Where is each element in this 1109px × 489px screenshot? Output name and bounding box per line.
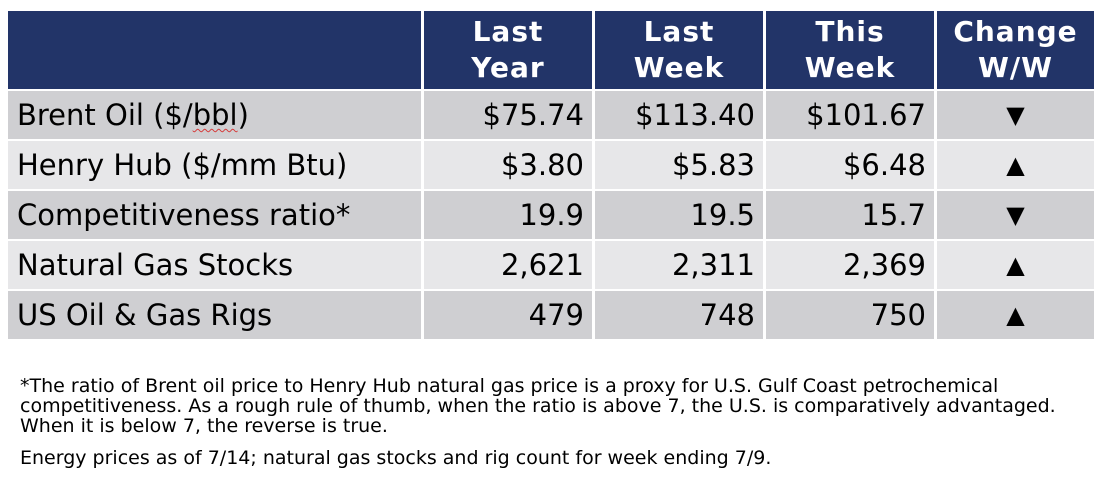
header-blank bbox=[8, 11, 421, 89]
table-row-brent-oil: Brent Oil ($/bbl) $75.74 $113.40 $101.67… bbox=[8, 91, 1094, 139]
last-year-value: 2,621 bbox=[424, 241, 592, 289]
footnote-ratio: *The ratio of Brent oil price to Henry H… bbox=[20, 375, 1056, 437]
header-row: Last Year Last Week This Week Change W/W bbox=[8, 11, 1094, 89]
header-change-ww: Change W/W bbox=[937, 11, 1094, 89]
last-week-value: 19.5 bbox=[595, 191, 763, 239]
table-row-natural-gas-stocks: Natural Gas Stocks 2,621 2,311 2,369 ▲ bbox=[8, 241, 1094, 289]
last-week-value: $5.83 bbox=[595, 141, 763, 189]
footnote-dates: Energy prices as of 7/14; natural gas st… bbox=[20, 447, 772, 469]
last-week-value: 748 bbox=[595, 291, 763, 339]
row-label: Natural Gas Stocks bbox=[8, 241, 421, 289]
change-up-icon: ▲ bbox=[937, 241, 1094, 289]
header-this-week: This Week bbox=[766, 11, 934, 89]
last-week-value: $113.40 bbox=[595, 91, 763, 139]
header-last-week: Last Week bbox=[595, 11, 763, 89]
this-week-value: 2,369 bbox=[766, 241, 934, 289]
change-down-icon: ▼ bbox=[937, 91, 1094, 139]
this-week-value: $101.67 bbox=[766, 91, 934, 139]
table-row-henry-hub: Henry Hub ($/mm Btu) $3.80 $5.83 $6.48 ▲ bbox=[8, 141, 1094, 189]
table-row-us-oil-gas-rigs: US Oil & Gas Rigs 479 748 750 ▲ bbox=[8, 291, 1094, 339]
last-week-value: 2,311 bbox=[595, 241, 763, 289]
change-up-icon: ▲ bbox=[937, 141, 1094, 189]
row-label: US Oil & Gas Rigs bbox=[8, 291, 421, 339]
spellcheck-word: bbl bbox=[192, 98, 238, 132]
energy-summary-table: Last Year Last Week This Week Change W/W… bbox=[5, 9, 1097, 341]
last-year-value: $3.80 bbox=[424, 141, 592, 189]
this-week-value: 750 bbox=[766, 291, 934, 339]
row-label: Competitiveness ratio* bbox=[8, 191, 421, 239]
last-year-value: 19.9 bbox=[424, 191, 592, 239]
change-up-icon: ▲ bbox=[937, 291, 1094, 339]
row-label: Henry Hub ($/mm Btu) bbox=[8, 141, 421, 189]
table-row-competitiveness-ratio: Competitiveness ratio* 19.9 19.5 15.7 ▼ bbox=[8, 191, 1094, 239]
last-year-value: 479 bbox=[424, 291, 592, 339]
this-week-value: $6.48 bbox=[766, 141, 934, 189]
last-year-value: $75.74 bbox=[424, 91, 592, 139]
header-last-year: Last Year bbox=[424, 11, 592, 89]
footnotes: *The ratio of Brent oil price to Henry H… bbox=[20, 376, 1100, 469]
change-down-icon: ▼ bbox=[937, 191, 1094, 239]
row-label: Brent Oil ($/bbl) bbox=[8, 91, 421, 139]
this-week-value: 15.7 bbox=[766, 191, 934, 239]
